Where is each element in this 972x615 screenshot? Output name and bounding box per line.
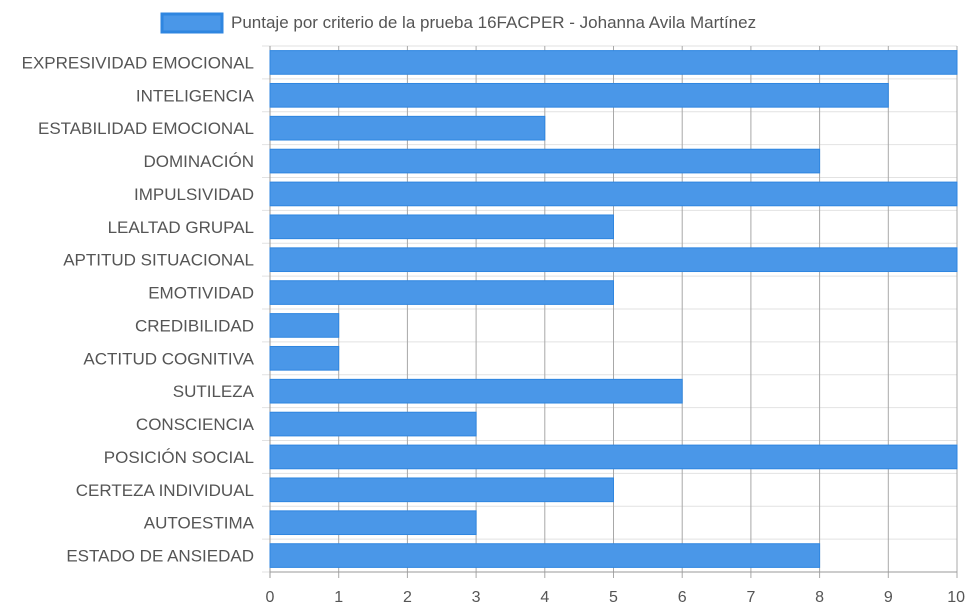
bar[interactable] [269,115,546,141]
bar[interactable] [269,411,477,437]
category-label: AUTOESTIMA [144,514,255,533]
legend[interactable]: Puntaje por criterio de la prueba 16FACP… [160,12,756,34]
x-tick-label: 9 [884,589,893,606]
bar[interactable] [269,444,958,470]
bar[interactable] [269,181,958,207]
category-label: APTITUD SITUACIONAL [63,251,254,270]
bar[interactable] [269,247,958,273]
category-label: CERTEZA INDIVIDUAL [76,481,254,500]
category-label: INTELIGENCIA [136,86,255,105]
bar[interactable] [269,378,683,404]
category-label: ESTABILIDAD EMOCIONAL [38,119,254,138]
x-tick-label: 1 [334,589,343,606]
x-tick-label: 0 [266,589,275,606]
bar[interactable] [269,148,821,174]
x-tick-label: 6 [678,589,687,606]
x-tick-label: 10 [947,589,965,606]
category-label: EMOTIVIDAD [148,284,254,303]
category-label: LEALTAD GRUPAL [108,218,254,237]
bar[interactable] [269,510,477,536]
category-label: SUTILEZA [173,382,255,401]
category-label: CONSCIENCIA [136,415,255,434]
bar[interactable] [269,50,958,75]
legend-label: Puntaje por criterio de la prueba 16FACP… [231,13,756,32]
category-label: EXPRESIVIDAD EMOCIONAL [22,53,254,72]
bar[interactable] [269,345,340,371]
bar[interactable] [269,280,614,305]
category-label: IMPULSIVIDAD [134,185,254,204]
x-tick-label: 2 [403,589,412,606]
x-tick-label: 3 [472,589,481,606]
category-label: DOMINACIÓN [144,152,255,171]
x-tick-label: 5 [609,589,618,606]
bar[interactable] [269,313,340,338]
category-label: POSICIÓN SOCIAL [104,448,254,467]
category-label: ESTADO DE ANSIEDAD [66,547,254,566]
bar[interactable] [269,82,889,108]
bar[interactable] [269,214,614,240]
x-tick-label: 4 [540,589,549,606]
bar[interactable] [269,543,821,568]
category-label: CREDIBILIDAD [135,316,254,335]
category-label: ACTITUD COGNITIVA [83,349,254,368]
x-tick-label: 8 [815,589,824,606]
legend-swatch [160,12,224,34]
x-tick-label: 7 [746,589,755,606]
bar[interactable] [269,477,614,503]
